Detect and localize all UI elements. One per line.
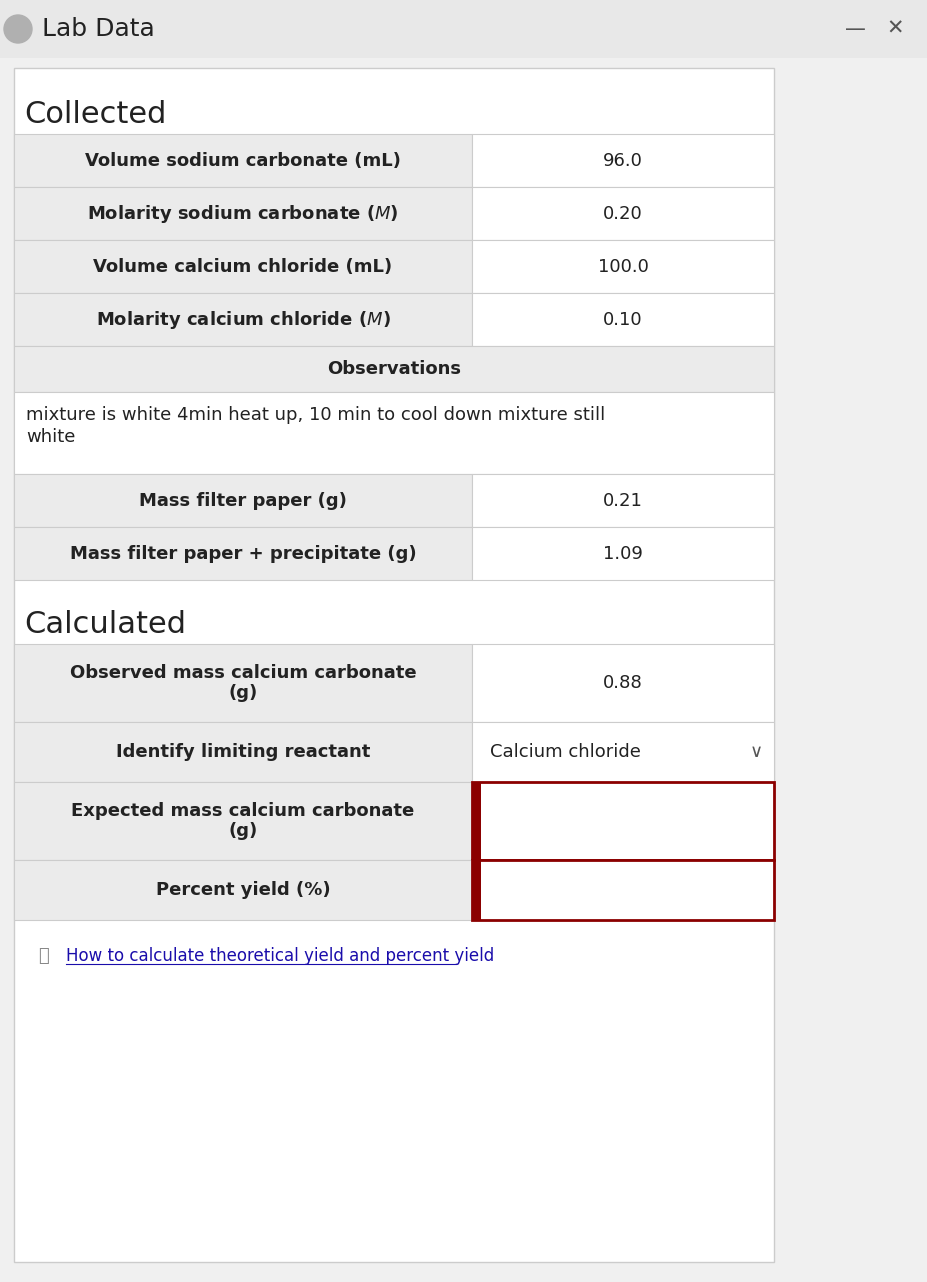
Bar [14,346,773,392]
Text: 0.20: 0.20 [603,205,642,223]
Bar [472,527,773,579]
Bar [0,0,927,58]
Bar [472,474,773,527]
Text: How to calculate theoretical yield and percent yield: How to calculate theoretical yield and p… [66,947,494,965]
Bar [472,240,773,294]
Bar [14,240,472,294]
Text: Collected: Collected [24,100,166,129]
Text: Observations: Observations [326,360,461,378]
Bar [472,782,480,860]
Text: Mass filter paper (g): Mass filter paper (g) [139,491,347,509]
Text: 100.0: 100.0 [597,258,648,276]
Text: 🏷: 🏷 [39,947,49,965]
Bar [14,527,472,579]
Text: ∨: ∨ [749,744,762,762]
Text: 1.09: 1.09 [603,545,642,563]
Text: 0.10: 0.10 [603,310,642,328]
Bar [472,722,773,782]
Bar [472,860,773,920]
Text: mixture is white 4min heat up, 10 min to cool down mixture still: mixture is white 4min heat up, 10 min to… [26,406,604,424]
Bar [472,187,773,240]
Bar [14,68,773,1261]
Bar [472,860,480,920]
Text: 0.88: 0.88 [603,674,642,692]
Bar [14,135,472,187]
Text: Expected mass calcium carbonate
(g): Expected mass calcium carbonate (g) [71,801,414,841]
Text: Calculated: Calculated [24,610,185,638]
Text: Lab Data: Lab Data [42,17,155,41]
Text: 96.0: 96.0 [603,151,642,169]
Bar [472,135,773,187]
Text: Percent yield (%): Percent yield (%) [156,881,330,899]
Bar [14,644,472,722]
Text: Observed mass calcium carbonate
(g): Observed mass calcium carbonate (g) [70,664,416,703]
Text: white: white [26,428,75,446]
Text: Mass filter paper + precipitate (g): Mass filter paper + precipitate (g) [70,545,416,563]
Text: Calcium chloride: Calcium chloride [489,744,641,762]
Bar [14,860,472,920]
Bar [14,392,773,474]
Text: Molarity calcium chloride ($\it{M}$): Molarity calcium chloride ($\it{M}$) [95,309,390,331]
Text: Identify limiting reactant: Identify limiting reactant [116,744,370,762]
Text: 0.21: 0.21 [603,491,642,509]
Bar [472,782,773,860]
Text: —: — [844,19,865,38]
Text: ✕: ✕ [885,19,903,38]
Bar [472,644,773,722]
Bar [472,294,773,346]
Text: Volume calcium chloride (mL): Volume calcium chloride (mL) [94,258,392,276]
Text: Molarity sodium carbonate ($\it{M}$): Molarity sodium carbonate ($\it{M}$) [87,203,399,224]
Bar [14,722,472,782]
Text: Volume sodium carbonate (mL): Volume sodium carbonate (mL) [85,151,400,169]
Bar [14,474,472,527]
Bar [14,782,472,860]
Bar [14,294,472,346]
Bar [14,187,472,240]
Circle shape [4,15,32,44]
